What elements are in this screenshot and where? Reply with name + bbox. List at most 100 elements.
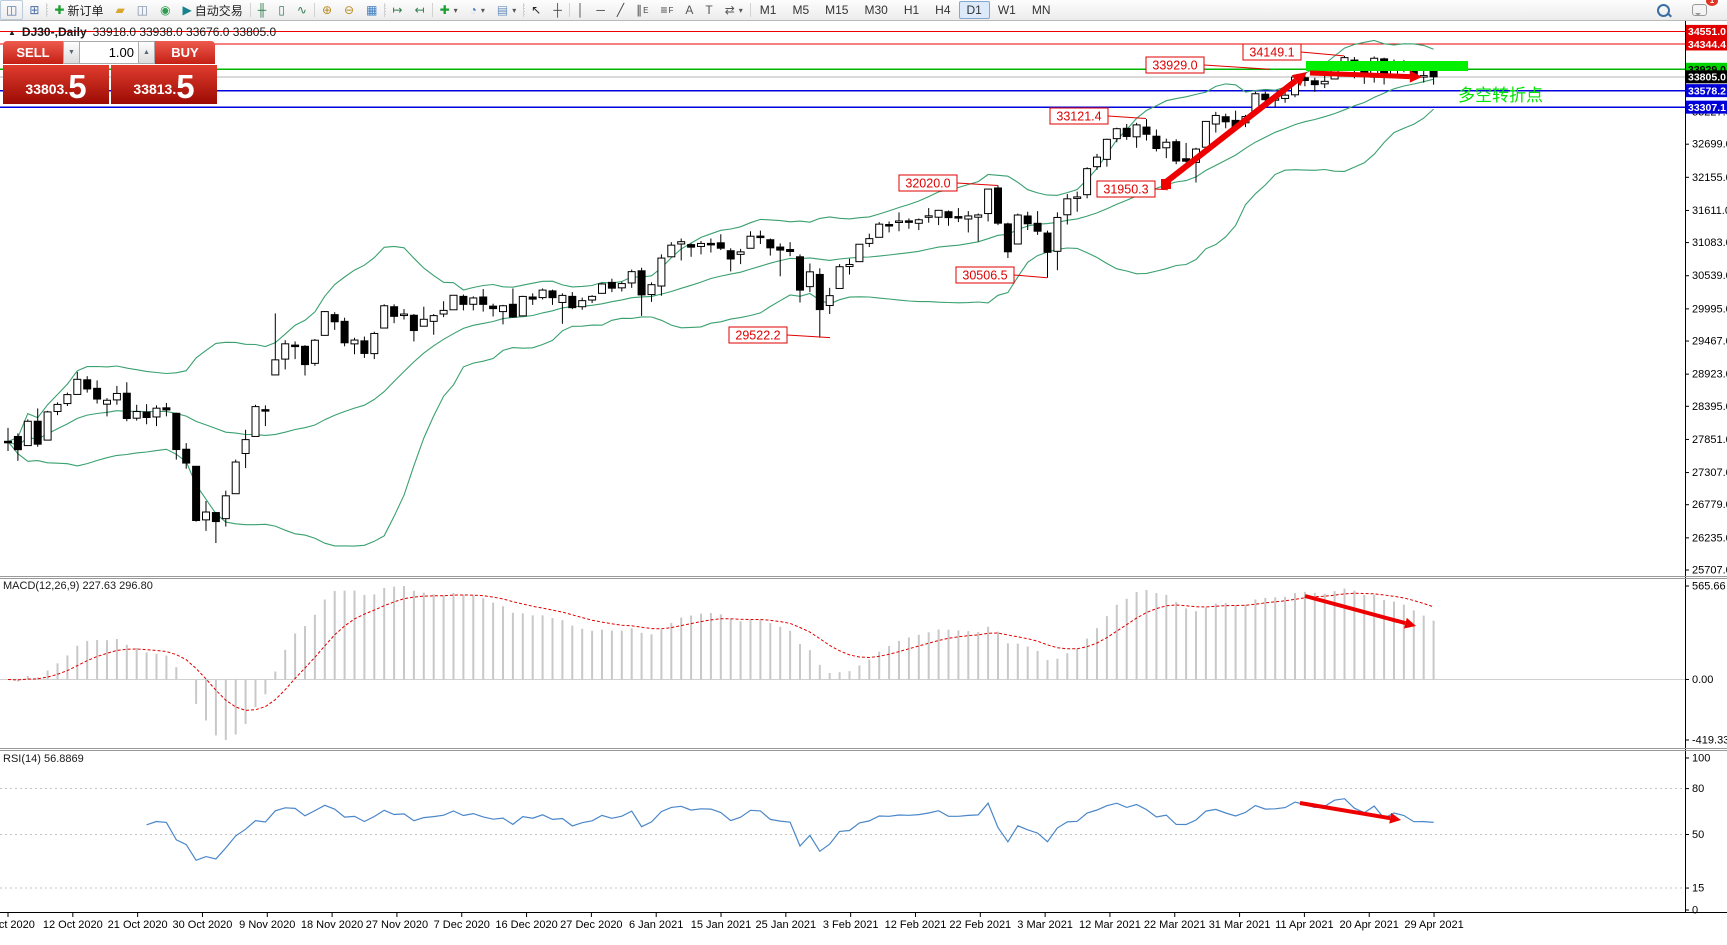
candle-body — [43, 411, 52, 441]
price-scale-tick: 26235.0 — [1692, 532, 1727, 544]
price-level-tag — [1686, 84, 1727, 98]
annotation-connector — [1154, 188, 1169, 191]
vertical-line-icon: │ — [576, 3, 585, 17]
candle-body — [409, 314, 418, 332]
toolbar-buttons: ◫ ⊞ ✚ 新订单 ▰ ◫ ◉ ▶ 自动交易 ╫ ▯ ∿ ⊕ ⊖ ▦ ↦ ↤ ✚ ▾ ◔ ▾ ▤ ▾ ↖ ┼ │ ─ ╱ ∥ E ≡ F A T ⇄… — [0, 0, 752, 20]
signal-icon[interactable]: ◉ — [154, 0, 176, 20]
compile-icon[interactable]: ▰ — [109, 0, 130, 20]
candle-body — [251, 406, 260, 437]
trendline-icon[interactable]: ╱ — [611, 0, 630, 20]
chart-frame — [0, 20, 1727, 913]
chart-shift-icon[interactable]: ↤ — [409, 0, 431, 20]
auto-scroll-icon[interactable]: ↦ — [386, 0, 408, 20]
candle-body — [667, 244, 676, 258]
label-icon[interactable]: T — [699, 0, 718, 20]
candle-body — [528, 296, 537, 300]
autotrade-button[interactable]: ▶ 自动交易 — [177, 0, 249, 20]
chart-window-icon[interactable]: ◫ — [0, 0, 24, 20]
volume-increase-button[interactable]: ▲ — [138, 41, 155, 64]
buy-button[interactable]: BUY — [155, 41, 215, 64]
timeframe-MN[interactable]: MN — [1031, 2, 1051, 17]
price-annotations[interactable]: 34149.1 33929.0 33121.4 32020.0 31950.3 30506… — [728, 43, 1345, 344]
tile-windows-icon[interactable]: ▦ — [360, 0, 383, 20]
sell-price-display[interactable]: 33803. 5 — [3, 65, 109, 104]
date-axis-label: 3 Feb 2021 — [823, 919, 879, 931]
arrows-icon-dropdown[interactable]: ▾ — [738, 5, 743, 15]
date-axis[interactable]: 1 Oct 2020 12 Oct 2020 21 Oct 2020 30 Oct 2… — [0, 913, 1464, 931]
price-scale-tick: 29467.0 — [1692, 336, 1727, 348]
panel-collapse-icon[interactable]: ▲ — [8, 27, 16, 37]
date-axis-label: 12 Mar 2021 — [1079, 919, 1141, 931]
buy-price-display[interactable]: 33813. 5 — [111, 65, 217, 104]
candle-body — [241, 439, 250, 454]
market-watch-icon[interactable]: ◫ — [131, 0, 154, 20]
crosshair-icon[interactable]: ┼ — [547, 0, 568, 20]
annotation-text: 31950.3 — [1103, 183, 1148, 197]
price-scale[interactable]: 34315.033771.033227.032699.032155.031611… — [1685, 24, 1727, 577]
periods-icon-dropdown[interactable]: ▾ — [480, 5, 485, 15]
toolbar-separator — [523, 3, 525, 17]
bull-bear-turning-point-note[interactable]: 多空转折点 — [1458, 86, 1543, 105]
timeframe-M5[interactable]: M5 — [792, 2, 810, 17]
arrows-icon[interactable]: ⇄ ▾ — [719, 0, 749, 20]
candle-body — [786, 248, 795, 252]
candle-body — [716, 242, 725, 249]
candle-body — [974, 214, 983, 218]
volume-input[interactable] — [80, 41, 138, 64]
bar-chart-icon[interactable]: ╫ — [252, 0, 273, 20]
svg-text:33805.0: 33805.0 — [1688, 72, 1726, 84]
timeframe-W1[interactable]: W1 — [997, 2, 1016, 17]
candle-body — [172, 412, 181, 451]
templates-icon-dropdown[interactable]: ▾ — [512, 5, 517, 15]
chat-badge: 1 — [1706, 0, 1718, 6]
new-order-button[interactable]: ✚ 新订单 — [48, 0, 109, 20]
text-icon[interactable]: A — [679, 0, 699, 20]
templates-icon[interactable]: ▤ ▾ — [491, 0, 522, 20]
periods-icon[interactable]: ◔ ▾ — [464, 0, 491, 20]
chat-button[interactable]: 1 — [1686, 0, 1718, 20]
candle-body — [1122, 127, 1131, 137]
indicators-add-icon: ✚ — [439, 3, 450, 17]
zoom-in-icon[interactable]: ⊕ — [316, 0, 338, 20]
cursor-icon[interactable]: ↖ — [525, 0, 547, 20]
signal-icon: ◉ — [160, 3, 171, 17]
search-button[interactable] — [1651, 0, 1676, 20]
candle-body — [340, 320, 349, 344]
horizontal-line-icon[interactable]: ─ — [590, 0, 611, 20]
periods-icon: ◔ — [469, 3, 477, 17]
indicators-add-icon-dropdown[interactable]: ▾ — [453, 5, 458, 15]
timeframe-M1[interactable]: M1 — [759, 2, 777, 17]
candlestick-chart-icon[interactable]: ▯ — [272, 0, 291, 20]
rsi-scale-tick: 15 — [1692, 883, 1704, 895]
timeframe-H4[interactable]: H4 — [935, 2, 951, 17]
candle-body — [1281, 94, 1290, 99]
date-axis-label: 30 Oct 2020 — [172, 919, 232, 931]
timeframe-M15[interactable]: M15 — [825, 2, 849, 17]
candle-body — [1053, 216, 1062, 252]
date-axis-label: 15 Jan 2021 — [691, 919, 752, 931]
timeframe-H1[interactable]: H1 — [903, 2, 920, 17]
sell-button[interactable]: SELL — [3, 41, 63, 64]
candle-body — [439, 309, 448, 315]
indicators-add-icon[interactable]: ✚ ▾ — [434, 0, 464, 20]
drawn-objects[interactable] — [1161, 61, 1468, 824]
volume-decrease-button[interactable]: ▼ — [63, 41, 80, 64]
candle-body — [1201, 120, 1210, 148]
timeframe-M30[interactable]: M30 — [864, 2, 888, 17]
candle-body — [914, 219, 923, 224]
vertical-line-icon[interactable]: │ — [571, 0, 591, 20]
candle-body — [825, 295, 834, 307]
candle-body — [380, 305, 389, 329]
channel-icon[interactable]: ∥ E — [630, 0, 654, 20]
candle-body — [726, 250, 735, 260]
line-chart-icon[interactable]: ∿ — [291, 0, 313, 20]
annotation-text: 33929.0 — [1152, 59, 1197, 73]
fibonacci-icon[interactable]: ≡ F — [654, 0, 679, 20]
timeframe-D1[interactable]: D1 — [958, 0, 990, 19]
zoom-out-icon[interactable]: ⊖ — [338, 0, 360, 20]
data-window-icon[interactable]: ⊞ — [23, 0, 45, 20]
horizontal-line-icon: ─ — [596, 3, 605, 17]
annotation-box — [1145, 56, 1205, 74]
macd-label: MACD(12,26,9) 227.63 296.80 — [3, 580, 153, 592]
